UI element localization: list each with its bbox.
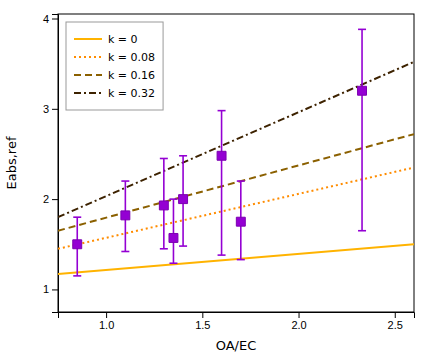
legend-box: [66, 22, 163, 110]
error-cap: [121, 180, 129, 182]
tick-label: 4: [43, 13, 49, 25]
tick: 1: [43, 283, 58, 295]
tick-label: 2: [43, 193, 49, 205]
error-cap: [160, 248, 168, 250]
error-cap: [237, 180, 245, 182]
error-cap: [169, 198, 177, 200]
y-axis: 1 2 3 4: [43, 13, 59, 313]
legend-label: k = 0.32: [108, 87, 155, 100]
plot: 1.01.52.02.51234k = 0k = 0.08k = 0.16k =…: [43, 13, 415, 331]
axis-line: [52, 15, 59, 313]
error-cap: [358, 230, 366, 232]
tick-mark: [299, 312, 300, 318]
plot-frame: [58, 14, 414, 312]
line: [58, 168, 414, 249]
point: [179, 195, 188, 204]
point: [236, 217, 245, 226]
legend-label: k = 0.16: [108, 69, 155, 82]
error-cap: [218, 254, 226, 256]
tick-mark: [395, 312, 396, 318]
chart: 1.01.52.02.51234k = 0k = 0.08k = 0.16k =…: [0, 0, 430, 360]
tick-mark: [106, 312, 107, 318]
legend-key: [74, 38, 102, 40]
error-cap: [73, 216, 81, 218]
tick-mark: [202, 312, 203, 318]
legend-key: [74, 92, 102, 94]
point: [73, 240, 82, 249]
legend: k = 0 k = 0.08 k = 0.16 k = 0.32: [66, 22, 163, 110]
tick: 1.5: [195, 312, 210, 331]
point: [169, 233, 178, 242]
tick-mark: [52, 109, 58, 110]
tick-label: 1: [43, 283, 49, 295]
tick-mark: [52, 199, 58, 200]
tick-label: 1.0: [99, 319, 114, 331]
error-cap: [121, 251, 129, 253]
error-cap: [169, 262, 177, 264]
x-axis-title: OA/EC: [216, 338, 257, 353]
error-cap: [179, 245, 187, 247]
tick: 3: [43, 103, 58, 115]
legend-key: [74, 56, 102, 58]
error-cap: [179, 155, 187, 157]
error-cap: [358, 29, 366, 31]
tick-label: 3: [43, 103, 49, 115]
error-bar: [173, 199, 175, 263]
point: [358, 86, 367, 95]
tick-label: 1.5: [195, 319, 210, 331]
point: [159, 201, 168, 210]
tick-mark: [52, 289, 58, 290]
tick-label: 2.5: [388, 319, 403, 331]
error-bar: [361, 29, 363, 230]
tick-label: 2.0: [291, 319, 306, 331]
legend-key: [74, 74, 102, 76]
error-cap: [218, 110, 226, 112]
y-axis-title: Eabs,ref: [4, 136, 19, 189]
error-cap: [237, 259, 245, 261]
legend-label: k = 0.08: [108, 51, 155, 64]
tick: 2: [43, 193, 58, 205]
line: [58, 134, 414, 231]
tick: 2.5: [388, 312, 403, 331]
x-axis: 1.0 1.5 2.0 2.5: [59, 312, 415, 331]
line: [58, 244, 414, 274]
error-bar: [221, 111, 223, 255]
tick: 4: [43, 13, 58, 25]
error-cap: [73, 275, 81, 277]
error-cap: [160, 158, 168, 160]
legend-label: k = 0: [108, 33, 138, 46]
tick-mark: [52, 19, 58, 20]
point: [217, 151, 226, 160]
point: [121, 211, 130, 220]
tick: 2.0: [291, 312, 306, 331]
tick: 1.0: [99, 312, 114, 331]
axis-line: [59, 313, 415, 319]
